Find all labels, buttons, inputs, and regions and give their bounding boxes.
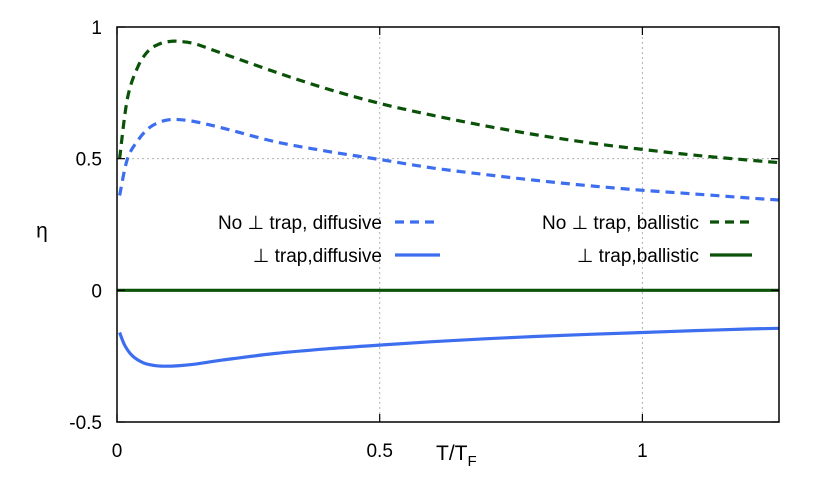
series-line-no-perp-trap-diffusive [118, 117, 780, 202]
tick-layer: 0 0.5 1 -0.5 0 0.5 1 [69, 18, 779, 462]
series-line-no-perp-trap-ballistic [118, 39, 780, 165]
legend-layer: No ⊥ trap, diffusive ⊥ trap,diffusive No ⊥… [218, 213, 752, 267]
legend-label-perp-trap-ballistic: ⊥ trap,ballistic [577, 246, 699, 267]
y-tick-label: 0.5 [76, 150, 102, 171]
x-tick-label: 1 [637, 441, 648, 462]
y-axis-label: η [36, 220, 48, 243]
x-tick-label: 0.5 [366, 441, 392, 462]
y-tick-label: -0.5 [69, 413, 102, 434]
x-axis-label-subscript: F [468, 453, 477, 470]
y-tick-label: 0 [91, 281, 102, 302]
x-axis-label: T/TF [436, 442, 477, 470]
plot-frame [116, 26, 780, 423]
legend-label-no-perp-trap-ballistic: No ⊥ trap, ballistic [542, 213, 699, 234]
legend-label-perp-trap-diffusive: ⊥ trap,diffusive [253, 246, 382, 267]
series-layer [116, 39, 780, 368]
grid-layer [117, 27, 779, 422]
y-tick-label: 1 [91, 18, 102, 39]
x-axis-label-main: T/T [436, 442, 468, 465]
legend-label-no-perp-trap-diffusive: No ⊥ trap, diffusive [218, 213, 382, 234]
series-line-perp-trap-diffusive [118, 326, 780, 368]
x-tick-label: 0 [112, 441, 123, 462]
